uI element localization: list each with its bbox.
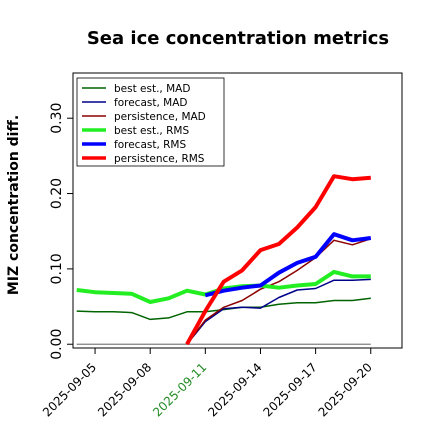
legend-label-2: persistence, MAD bbox=[114, 111, 206, 123]
y-tick-label-1: 0.10 bbox=[49, 253, 65, 284]
x-tick-label-1: 2025-09-08 bbox=[95, 360, 154, 419]
series-line-2 bbox=[186, 238, 372, 345]
series-line-4 bbox=[204, 232, 372, 298]
x-axis: 2025-09-052025-09-082025-09-112025-09-14… bbox=[40, 348, 375, 419]
series-layer bbox=[76, 174, 372, 346]
legend-label-1: forecast, MAD bbox=[114, 97, 187, 109]
legend: best est., MAD forecast, MAD persistence, … bbox=[76, 77, 225, 167]
x-tick-label-5: 2025-09-20 bbox=[316, 360, 375, 419]
legend-label-4: forecast, RMS bbox=[114, 139, 186, 151]
series-line-3 bbox=[76, 269, 371, 304]
y-axis: 0.00 0.10 0.20 0.30 bbox=[49, 103, 73, 360]
y-tick-label-0: 0.00 bbox=[49, 329, 65, 360]
legend-label-5: persistence, RMS bbox=[114, 153, 205, 165]
chart-title: Sea ice concentration metrics bbox=[87, 28, 389, 49]
series-line-5 bbox=[185, 174, 371, 346]
legend-label-3: best est., RMS bbox=[114, 125, 189, 137]
x-tick-label-3: 2025-09-14 bbox=[205, 360, 264, 419]
x-tick-label-2: 2025-09-11 bbox=[150, 360, 209, 419]
plot-frame bbox=[72, 72, 403, 349]
x-tick-label-0: 2025-09-05 bbox=[40, 360, 99, 419]
x-tick-label-4: 2025-09-17 bbox=[261, 360, 320, 419]
y-tick-label-3: 0.30 bbox=[49, 103, 65, 134]
legend-label-0: best est., MAD bbox=[114, 83, 190, 95]
series-line-1 bbox=[186, 278, 371, 345]
legend-box bbox=[76, 77, 225, 167]
y-axis-label: MIZ concentration diff. bbox=[6, 115, 22, 295]
y-tick-label-2: 0.20 bbox=[49, 178, 65, 209]
